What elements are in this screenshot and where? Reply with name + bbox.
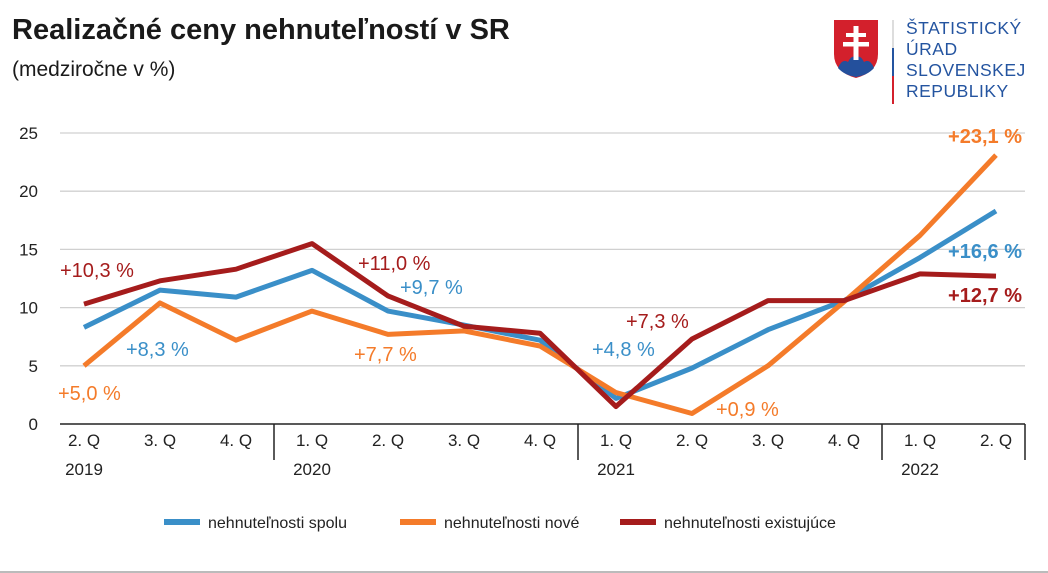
logo-text: ŠTATISTICKÝ ÚRAD SLOVENSKEJ REPUBLIKY	[906, 18, 1026, 102]
logo-line: ÚRAD	[906, 39, 958, 59]
slovak-coat-of-arms-icon	[834, 20, 878, 78]
logo-line: ŠTATISTICKÝ	[906, 18, 1022, 38]
data-label: +8,3 %	[126, 339, 189, 361]
legend-label: nehnuteľnosti nové	[444, 515, 580, 532]
x-tick-label: 2. Q	[676, 431, 708, 450]
x-tick-label: 1. Q	[904, 431, 936, 450]
data-label: +0,9 %	[716, 399, 779, 421]
data-label: +11,0 %	[358, 253, 431, 275]
y-tick-label: 20	[19, 182, 38, 201]
x-tick-label: 4. Q	[524, 431, 556, 450]
logo-line: REPUBLIKY	[906, 81, 1009, 101]
year-label: 2020	[293, 460, 331, 479]
x-tick-label: 1. Q	[600, 431, 632, 450]
data-label: +10,3 %	[60, 260, 134, 282]
data-label: +7,7 %	[354, 344, 417, 366]
x-tick-label: 3. Q	[752, 431, 784, 450]
series-line-1	[82, 153, 998, 417]
y-tick-label: 5	[29, 357, 38, 376]
year-label: 2022	[901, 460, 939, 479]
logo-line: SLOVENSKEJ	[906, 60, 1026, 80]
x-tick-label: 3. Q	[448, 431, 480, 450]
y-tick-label: 0	[29, 415, 38, 434]
data-label: +5,0 %	[58, 383, 121, 405]
x-tick-label: 4. Q	[828, 431, 860, 450]
divider	[0, 571, 1048, 573]
year-label: 2019	[65, 460, 103, 479]
series-line-2	[83, 241, 997, 410]
year-label: 2021	[597, 460, 635, 479]
x-tick-label: 4. Q	[220, 431, 252, 450]
data-label: +16,6 %	[948, 241, 1022, 263]
logo: ŠTATISTICKÝ ÚRAD SLOVENSKEJ REPUBLIKY	[832, 18, 1032, 108]
legend-label: nehnuteľnosti existujúce	[664, 515, 836, 532]
y-tick-label: 10	[19, 299, 38, 318]
x-tick-label: 3. Q	[144, 431, 176, 450]
y-tick-label: 25	[19, 124, 38, 143]
data-label: +23,1 %	[948, 126, 1022, 148]
series-line-0	[82, 208, 998, 401]
data-label: +7,3 %	[626, 311, 689, 333]
data-label: +12,7 %	[948, 285, 1022, 307]
x-tick-label: 2. Q	[68, 431, 100, 450]
legend-label: nehnuteľnosti spolu	[208, 515, 347, 532]
x-tick-label: 1. Q	[296, 431, 328, 450]
data-label: +9,7 %	[400, 277, 463, 299]
y-tick-label: 15	[19, 240, 38, 259]
x-tick-label: 2. Q	[372, 431, 404, 450]
x-tick-label: 2. Q	[980, 431, 1012, 450]
data-label: +4,8 %	[592, 339, 655, 361]
chart-subtitle: (medziročne v %)	[12, 58, 176, 81]
chart-title: Realizačné ceny nehnuteľností v SR	[12, 14, 510, 46]
